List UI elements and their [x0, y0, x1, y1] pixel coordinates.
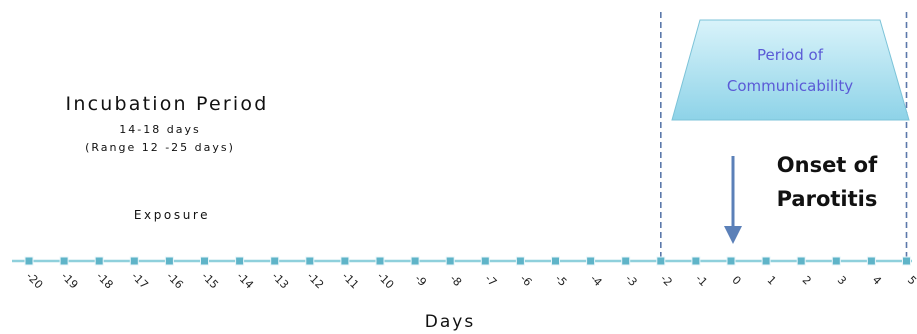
day-marker: [761, 256, 771, 266]
onset-arrow-head: [724, 226, 742, 244]
communicability-line2: Communicability: [727, 77, 853, 95]
day-tick-label: 4: [870, 273, 884, 287]
day-marker: [410, 256, 420, 266]
day-marker: [375, 256, 385, 266]
incubation-title: Incubation Period: [66, 93, 269, 115]
onset-line2: Parotitis: [777, 187, 878, 211]
day-marker: [164, 256, 174, 266]
day-marker: [200, 256, 209, 266]
day-tick-label: 0: [729, 273, 743, 287]
day-tick-label: -17: [129, 270, 151, 292]
day-marker: [796, 256, 806, 266]
day-tick-label: -12: [304, 270, 326, 292]
communicability-line1: Period of: [757, 46, 824, 64]
axis-label: Days: [425, 312, 475, 332]
day-tick-label: -16: [164, 270, 186, 292]
day-marker: [902, 256, 911, 266]
onset-line1: Onset of: [777, 153, 878, 177]
incubation-range: (Range 12 -25 days): [85, 141, 235, 154]
exposure-label: Exposure: [134, 208, 210, 222]
day-marker: [551, 256, 560, 266]
day-marker: [129, 256, 139, 266]
day-marker: [656, 256, 666, 266]
incubation-duration: 14-18 days: [119, 123, 200, 136]
day-tick-label: -8: [447, 272, 464, 289]
day-tick-label: -9: [412, 272, 429, 289]
day-tick-label: -19: [59, 270, 81, 292]
day-tick-label: -13: [269, 270, 291, 292]
day-marker: [515, 256, 525, 266]
day-tick-label: -20: [24, 270, 46, 292]
day-marker: [235, 256, 245, 266]
day-tick-label: -2: [658, 272, 675, 289]
day-marker: [94, 256, 104, 266]
day-tick-label: -6: [517, 272, 534, 289]
day-tick-label: 2: [800, 273, 814, 287]
day-tick-label: -7: [482, 272, 499, 289]
day-tick-label: -14: [234, 270, 256, 292]
day-marker: [59, 256, 69, 266]
day-tick-label: 3: [835, 273, 849, 287]
day-marker: [726, 256, 736, 266]
day-tick-label: -1: [693, 272, 710, 289]
day-marker: [621, 256, 631, 266]
day-tick-label: -10: [375, 270, 397, 292]
day-tick-label: -18: [94, 270, 116, 292]
day-tick-label: -5: [553, 272, 570, 289]
day-tick-label: 1: [765, 273, 779, 287]
day-marker: [270, 256, 280, 266]
day-tick-label: -3: [623, 272, 640, 289]
day-marker: [586, 256, 596, 266]
day-tick-label: 5: [905, 273, 917, 287]
day-tick-label: -11: [339, 270, 361, 292]
communicability-trapezoid: [671, 19, 910, 121]
day-tick-label: -4: [588, 272, 605, 289]
day-tick-label: -15: [199, 270, 221, 292]
day-marker: [691, 256, 701, 266]
day-marker: [866, 256, 876, 266]
day-marker: [445, 256, 455, 266]
day-marker: [305, 256, 315, 266]
day-marker: [831, 256, 841, 266]
day-marker: [480, 256, 490, 266]
day-marker: [24, 256, 34, 266]
day-marker: [340, 256, 350, 266]
